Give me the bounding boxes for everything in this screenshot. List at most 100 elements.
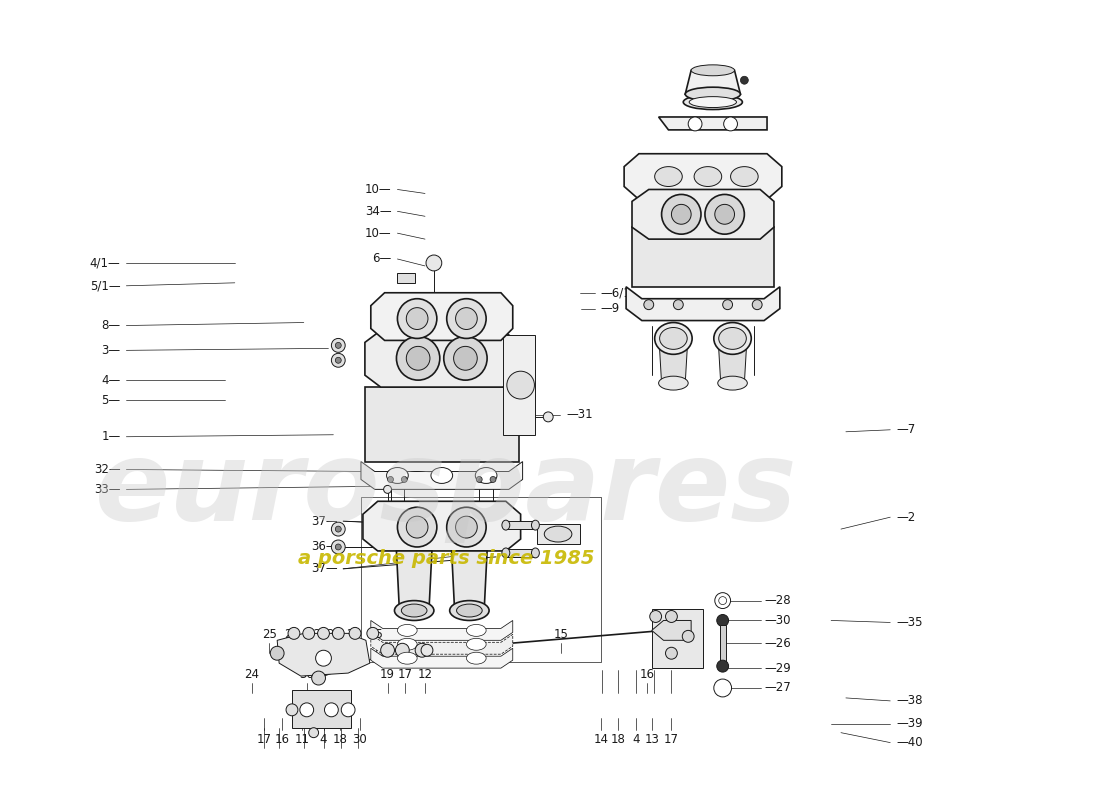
Text: 4: 4 [320,733,328,746]
Circle shape [666,610,678,622]
Text: —29: —29 [764,662,791,674]
Ellipse shape [386,467,408,483]
Circle shape [387,477,394,482]
Circle shape [332,627,344,639]
Circle shape [316,650,331,666]
Circle shape [309,728,319,738]
Text: a porsche parts since 1985: a porsche parts since 1985 [298,550,595,568]
Circle shape [717,614,728,626]
Circle shape [336,358,341,363]
Text: 34—: 34— [365,205,392,218]
Polygon shape [503,335,536,434]
Text: 23: 23 [326,628,341,642]
Text: —40: —40 [896,736,923,749]
Ellipse shape [718,376,747,390]
Text: —35: —35 [896,616,923,629]
Ellipse shape [456,604,482,617]
Circle shape [331,540,345,554]
Text: —6/1: —6/1 [601,286,631,299]
Ellipse shape [397,625,417,636]
Polygon shape [718,350,746,383]
Text: 1—: 1— [101,430,121,443]
Circle shape [455,516,477,538]
Polygon shape [365,330,519,387]
Ellipse shape [654,322,692,354]
Ellipse shape [690,97,737,107]
Text: 15: 15 [553,628,569,642]
Polygon shape [361,462,522,490]
Polygon shape [396,551,432,610]
Text: 25: 25 [368,628,383,642]
Circle shape [752,300,762,310]
Circle shape [650,610,661,622]
Text: —39: —39 [896,718,923,730]
Circle shape [491,477,496,482]
Text: 8—: 8— [101,319,121,332]
Text: 6—: 6— [372,253,392,266]
Ellipse shape [431,467,452,483]
Circle shape [324,703,339,717]
Circle shape [661,194,701,234]
Circle shape [740,76,748,84]
Text: 14: 14 [594,733,609,746]
Circle shape [396,643,409,658]
Text: —27: —27 [764,682,791,694]
Text: —31: —31 [566,408,593,422]
Ellipse shape [718,327,746,350]
Polygon shape [651,609,703,668]
Circle shape [331,354,345,367]
Circle shape [336,526,341,532]
Polygon shape [452,551,487,610]
Ellipse shape [450,601,490,621]
Circle shape [455,308,477,330]
Ellipse shape [531,548,539,558]
Circle shape [288,627,300,639]
Ellipse shape [475,467,497,483]
Ellipse shape [659,376,689,390]
Polygon shape [538,524,580,544]
Text: 13: 13 [645,733,659,746]
Ellipse shape [395,601,433,621]
Polygon shape [632,227,774,286]
Text: 17: 17 [257,733,272,746]
Text: 37—: 37— [310,562,338,575]
Bar [292,690,351,728]
Circle shape [384,486,392,494]
Text: —38: —38 [896,694,923,707]
Circle shape [318,627,329,639]
Ellipse shape [466,625,486,636]
Circle shape [717,660,728,672]
Bar [397,273,415,283]
Polygon shape [277,634,370,676]
Polygon shape [506,521,536,529]
Polygon shape [632,190,774,239]
Text: 18: 18 [610,733,626,746]
Ellipse shape [397,638,417,650]
Ellipse shape [502,520,509,530]
Text: 16: 16 [639,668,654,681]
Polygon shape [624,154,782,199]
Circle shape [715,204,735,224]
Polygon shape [365,387,519,462]
Polygon shape [626,286,780,321]
Circle shape [447,298,486,338]
Text: 36—: 36— [310,541,338,554]
Text: 4: 4 [632,733,640,746]
Circle shape [311,671,326,685]
Text: 4—: 4— [101,374,121,386]
Polygon shape [371,293,513,341]
Circle shape [402,477,407,482]
Text: 32—: 32— [94,463,121,476]
Circle shape [331,522,345,536]
Text: 10—: 10— [365,183,392,196]
Text: 12: 12 [418,668,432,681]
Text: 24: 24 [346,628,362,642]
Text: 23: 23 [285,628,299,642]
Text: 17: 17 [398,668,412,681]
Polygon shape [660,350,688,383]
Circle shape [714,679,732,697]
Text: —7: —7 [896,423,915,436]
Ellipse shape [685,87,740,101]
Circle shape [682,630,694,642]
Text: 5/1—: 5/1— [90,279,121,292]
